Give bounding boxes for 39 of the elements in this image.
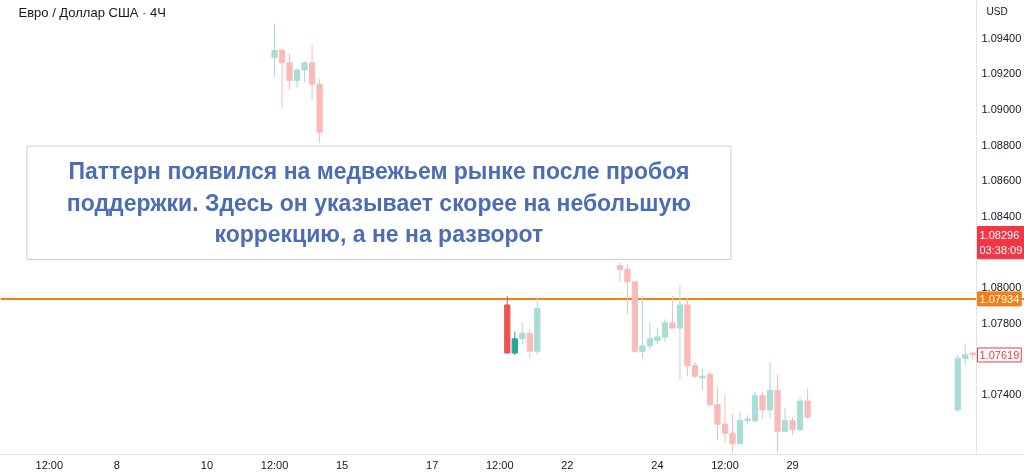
annotation: Паттерн появился на медвежьем рынке после пробоя поддержки. Здесь он указывает скорее на небольшую коррекцию, а не на разворот [66, 158, 691, 248]
candlestick [766, 361, 774, 420]
candlestick [286, 53, 293, 91]
y-tick-label: 1.08600 [981, 174, 1022, 187]
x-tick-label: 24 [651, 458, 664, 471]
x-tick-label: 29 [786, 458, 799, 471]
x-tick-label: 17 [426, 458, 439, 471]
y-tick-label: 1.07400 [981, 387, 1022, 400]
candlestick [781, 407, 789, 432]
chart-title: Евро / Доллар США · 4Ч [18, 5, 166, 20]
x-tick-label: 8 [113, 458, 120, 471]
x-tick-label: 12:00 [260, 458, 289, 471]
text: 1.07619 [979, 348, 1020, 361]
x-tick-label: 22 [561, 458, 574, 471]
y-axis-title: USD [986, 6, 1008, 17]
candlestick [278, 48, 286, 108]
candlestick [759, 391, 766, 420]
text: 1.08296 03:38:09 [979, 229, 1023, 256]
candlestick [526, 329, 533, 359]
x-tick-label: 12:00 [35, 458, 64, 471]
x-tick-label: 12:00 [711, 458, 739, 471]
x-tick-label: 10 [200, 458, 214, 471]
candlestick [804, 388, 811, 420]
y-tick-label: 1.08000 [981, 281, 1022, 294]
y-tick-label: 1.09400 [981, 31, 1022, 44]
candlestick [699, 368, 706, 391]
x-tick-label: 15 [335, 458, 349, 471]
y-tick-label: 1.09000 [981, 103, 1022, 116]
x-tick-label: 12:00 [486, 458, 514, 471]
candlestick [271, 23, 278, 78]
candlestick [511, 331, 518, 356]
candlestick [519, 322, 526, 345]
y-tick-label: 1.07800 [981, 316, 1022, 329]
y-tick-label: 1.08400 [981, 209, 1022, 222]
y-tick-label: 1.08800 [981, 138, 1022, 151]
ref-line-label: 1.07934 [979, 292, 1020, 305]
candlestick [669, 295, 676, 329]
candlestick [676, 284, 684, 381]
y-tick-label: 1.09200 [981, 67, 1022, 80]
